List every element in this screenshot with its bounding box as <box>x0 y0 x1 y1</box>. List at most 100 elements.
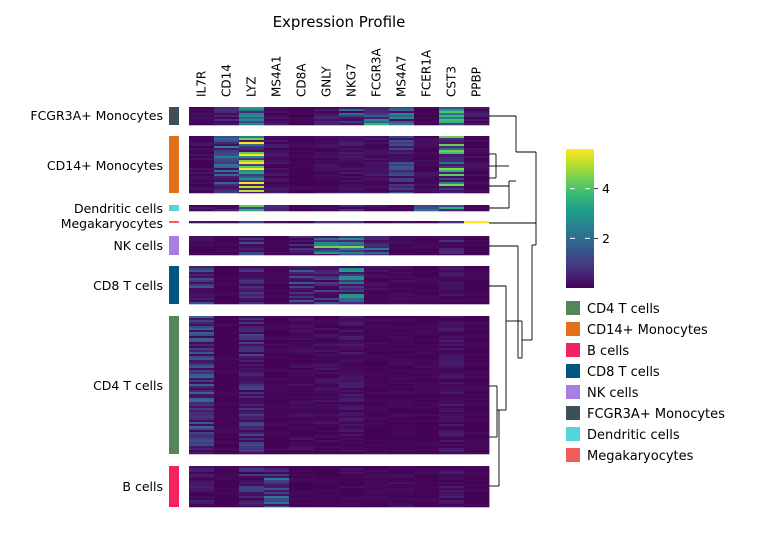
heatmap-cell <box>389 382 415 385</box>
heatmap-cell <box>364 166 390 169</box>
heatmap-cell <box>464 424 490 427</box>
heatmap-cell <box>414 148 440 151</box>
heatmap-cell <box>264 418 290 421</box>
heatmap-cell <box>414 188 440 191</box>
group-color-bar <box>169 236 179 255</box>
heatmap-cell <box>264 388 290 391</box>
heatmap-cell <box>239 322 265 325</box>
heatmap-cell <box>364 252 390 255</box>
heatmap-cell <box>289 164 315 167</box>
heatmap-cell <box>289 350 315 353</box>
heatmap-cell <box>214 268 240 271</box>
heatmap-cell <box>389 482 415 485</box>
heatmap-cell <box>464 466 490 469</box>
heatmap-cell <box>239 250 265 253</box>
heatmap-cell <box>214 422 240 425</box>
heatmap-cell <box>414 382 440 385</box>
heatmap-cell <box>264 252 290 255</box>
heatmap-cell <box>264 248 290 251</box>
heatmap-cell <box>264 382 290 385</box>
heatmap-cell <box>314 472 340 475</box>
heatmap-cell <box>289 420 315 423</box>
heatmap-cell <box>189 332 215 335</box>
heatmap-cell <box>389 162 415 165</box>
heatmap-cell <box>464 374 490 377</box>
heatmap-cell <box>239 318 265 321</box>
heatmap-cell <box>314 140 340 143</box>
heatmap-cell <box>189 360 215 363</box>
heatmap-cell <box>464 113 490 116</box>
heatmap-cell <box>414 440 440 443</box>
heatmap-cell <box>439 414 465 417</box>
heatmap-cell <box>214 221 240 224</box>
heatmap-cell <box>364 376 390 379</box>
heatmap-cell <box>239 332 265 335</box>
heatmap-cell <box>239 107 265 110</box>
heatmap-cell <box>239 188 265 191</box>
heatmap-cell <box>439 382 465 385</box>
heatmap-cell <box>389 388 415 391</box>
heatmap-cell <box>239 428 265 431</box>
heatmap-cell <box>314 168 340 171</box>
heatmap-cell <box>414 190 440 193</box>
heatmap-cell <box>339 154 365 157</box>
gene-label: FCGR3A <box>370 47 384 97</box>
heatmap-cell <box>189 486 215 489</box>
heatmap-cell <box>189 442 215 445</box>
heatmap-cell <box>364 109 390 112</box>
heatmap-cell <box>239 192 265 194</box>
heatmap-cell <box>389 402 415 405</box>
heatmap-cell <box>389 362 415 365</box>
heatmap-cell <box>339 430 365 433</box>
heatmap-cell <box>389 172 415 175</box>
heatmap-cell <box>214 348 240 351</box>
heatmap-cell <box>339 340 365 343</box>
heatmap-cell <box>339 140 365 143</box>
heatmap-cell <box>414 388 440 391</box>
heatmap-cell <box>414 468 440 471</box>
heatmap-cell <box>464 144 490 147</box>
heatmap-cell <box>414 418 440 421</box>
heatmap-cell <box>314 252 340 255</box>
heatmap-cell <box>414 352 440 355</box>
heatmap-cell <box>239 123 265 126</box>
heatmap-cell <box>314 186 340 189</box>
heatmap-cell <box>264 192 290 194</box>
heatmap-cell <box>364 480 390 483</box>
heatmap-cell <box>439 288 465 291</box>
heatmap-cell <box>264 160 290 163</box>
heatmap-cell <box>389 372 415 375</box>
heatmap-cell <box>464 354 490 357</box>
heatmap-cell <box>239 422 265 425</box>
heatmap-cell <box>389 320 415 323</box>
heatmap-cell <box>389 316 415 319</box>
heatmap-cell <box>214 166 240 169</box>
heatmap-cell <box>339 250 365 253</box>
heatmap-cell <box>239 294 265 297</box>
heatmap-cell <box>289 394 315 397</box>
heatmap-cell <box>314 242 340 245</box>
heatmap-cell <box>364 426 390 429</box>
heatmap-cell <box>239 272 265 275</box>
heatmap-cell <box>464 348 490 351</box>
heatmap-cell <box>439 492 465 495</box>
heatmap-cell <box>239 444 265 447</box>
heatmap-cell <box>314 119 340 122</box>
heatmap-cell <box>339 348 365 351</box>
heatmap-cell <box>239 472 265 475</box>
heatmap-cell <box>239 330 265 333</box>
heatmap-cell <box>264 468 290 471</box>
heatmap-cell <box>439 480 465 483</box>
legend-entry: CD4 T cells <box>566 301 660 317</box>
heatmap-cell <box>414 438 440 441</box>
heatmap-cell <box>189 370 215 373</box>
heatmap-cell <box>289 452 315 455</box>
heatmap-cell <box>364 268 390 271</box>
heatmap-cell <box>389 182 415 185</box>
heatmap-cell <box>389 138 415 141</box>
heatmap-cell <box>214 250 240 253</box>
heatmap-cell <box>289 168 315 171</box>
heatmap-cell <box>389 117 415 120</box>
heatmap-cell <box>314 348 340 351</box>
heatmap-cell <box>364 372 390 375</box>
